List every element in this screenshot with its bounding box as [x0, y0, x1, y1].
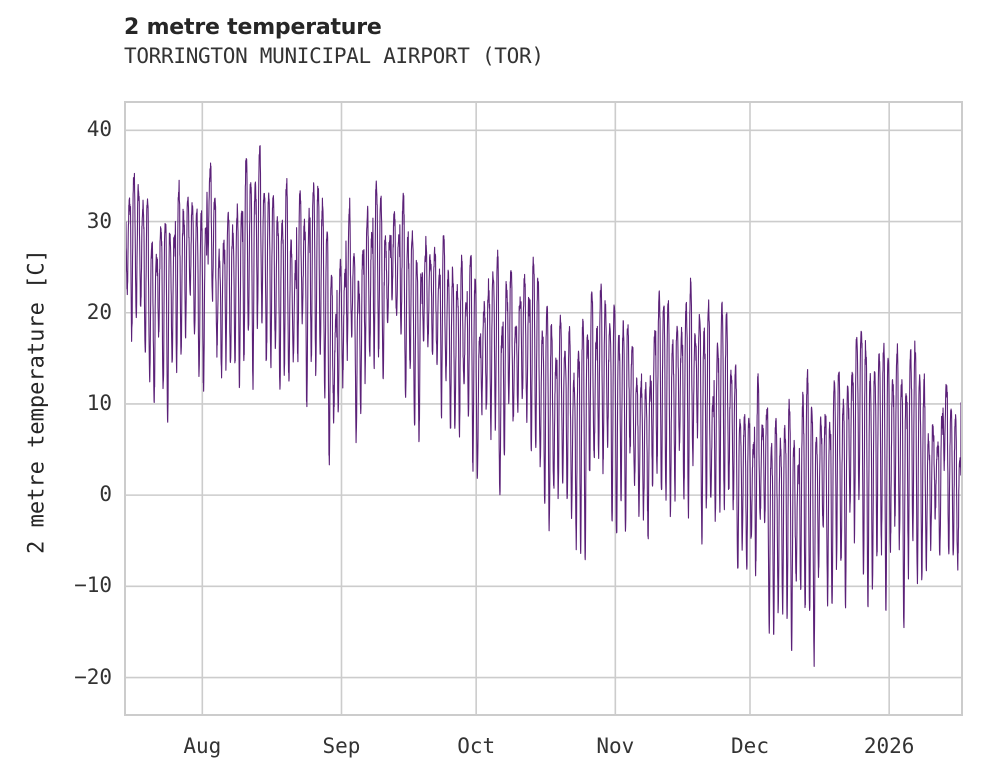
temperature-series-line	[126, 145, 961, 667]
y-axis-tick-label: 20	[86, 299, 112, 324]
y-axis-tick-label: −10	[74, 573, 112, 598]
y-axis-tick-label: 10	[86, 390, 112, 415]
y-axis-tick-label: 0	[99, 482, 112, 507]
x-axis-tick-label: Dec	[731, 734, 769, 758]
title-block: 2 metre temperature TORRINGTON MUNICIPAL…	[124, 14, 964, 70]
chart-subtitle: TORRINGTON MUNICIPAL AIRPORT (TOR)	[124, 44, 544, 68]
page-title: 2 metre temperature	[124, 15, 382, 40]
x-axis-tick-label: Sep	[322, 734, 361, 758]
y-axis-tick-label: −20	[74, 664, 112, 689]
x-axis-tick-label: Aug	[183, 734, 222, 758]
plot-area	[124, 101, 963, 716]
x-axis-tick-label: Nov	[596, 734, 635, 758]
x-axis-tick-label: 2026	[863, 734, 915, 758]
y-axis-tick-label: 30	[86, 208, 112, 233]
x-axis-tick-label: Oct	[457, 734, 496, 758]
temperature-line-chart	[126, 103, 961, 714]
y-axis-tick-labels: 40 30 20 10 0 −10 −20	[0, 0, 112, 782]
y-axis-tick-label: 40	[86, 117, 112, 142]
